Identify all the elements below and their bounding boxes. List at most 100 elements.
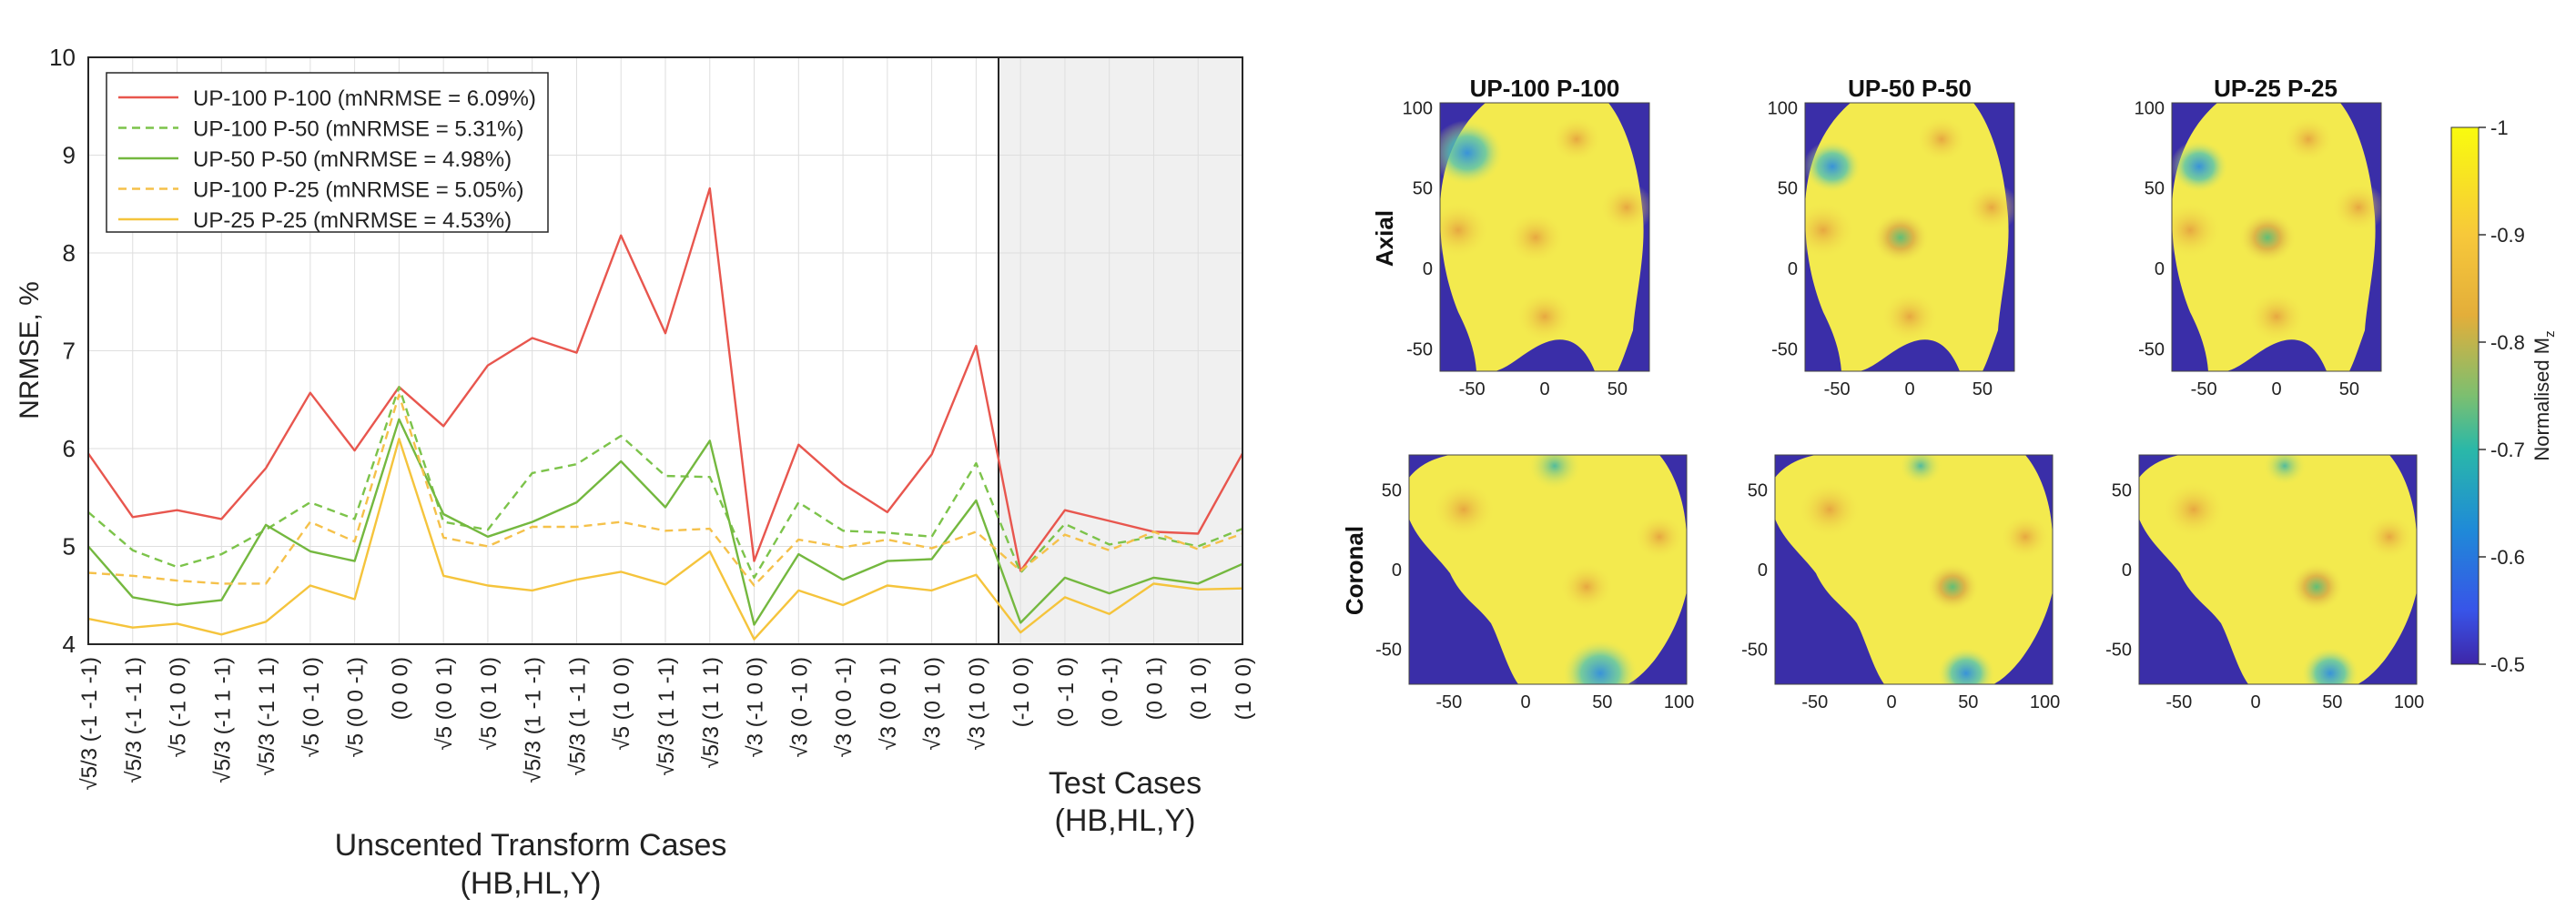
row-label-axial: Axial xyxy=(1371,210,1398,267)
x-tick-label: √5 (1 0 0) xyxy=(610,657,634,751)
y-tick-label: 9 xyxy=(63,142,76,169)
back-spot xyxy=(2364,513,2415,560)
x-axis-label-test: Test Cases xyxy=(1049,766,1202,801)
heatmap-x-tick: -50 xyxy=(2165,692,2192,712)
heatmap-y-tick: 0 xyxy=(1788,259,1798,279)
x-tick-label: (0 0 0) xyxy=(388,657,412,720)
series-line-3 xyxy=(87,418,1243,626)
heatmap-x-tick: 50 xyxy=(2339,379,2359,399)
legend-entry-1: UP-100 P-100 (mNRMSE = 6.09%) xyxy=(193,86,536,111)
x-tick-label: (-1 0 0) xyxy=(1009,657,1034,727)
center-spot xyxy=(1925,562,1980,611)
axial-brain xyxy=(1440,103,1649,371)
back-spot xyxy=(1634,513,1685,560)
top-spot xyxy=(1916,116,1967,163)
y-axis-label: NRMSE, % xyxy=(15,281,45,419)
heatmap-y-tick: 50 xyxy=(2145,179,2165,199)
side-spot xyxy=(1805,201,1855,259)
y-tick-label: 5 xyxy=(63,533,76,560)
coronal-panel-3: -50 0 50 100 50 0 -50 xyxy=(2105,454,2424,712)
column-title-1: UP-100 P-100 xyxy=(1470,75,1620,102)
x-tick-label: √5 (0 1 0) xyxy=(477,657,502,751)
colorbar-tick-label: -0.5 xyxy=(2490,653,2525,676)
series-line-5 xyxy=(87,438,1243,641)
x-tick-label: √5/3 (1 1 -1) xyxy=(654,657,679,776)
top-spot xyxy=(1899,455,1942,486)
heatmap-x-tick: 0 xyxy=(1539,379,1549,399)
x-axis-label-main-sub: (HB,HL,Y) xyxy=(461,866,602,901)
bottom-spot xyxy=(2247,290,2306,343)
x-tick-label: √3 (0 -1 0) xyxy=(787,657,812,758)
x-axis: √5/3 (-1 -1 -1) √5/3 (-1 -1 1) √5 (-1 0 0)… xyxy=(77,657,1256,791)
axial-frame xyxy=(2171,102,2382,372)
x-tick-label: √3 (-1 0 0) xyxy=(744,657,768,758)
colorbar-tick-label: -0.8 xyxy=(2490,331,2525,354)
heatmap-y-tick: 0 xyxy=(1392,560,1402,581)
x-tick-label: √5/3 (-1 -1 -1) xyxy=(77,657,102,791)
heatmap-y-tick: 50 xyxy=(1778,179,1798,199)
legend-entry-3: UP-50 P-50 (mNRMSE = 4.98%) xyxy=(193,147,512,172)
heatmap-x-tick: 50 xyxy=(1973,379,1993,399)
mz-heatmap-grid: UP-100 P-100 UP-50 P-50 UP-25 P-25 Axial… xyxy=(1341,75,2558,712)
top-spot xyxy=(1551,116,1602,163)
coronal-panel-1: -50 0 50 100 50 0 -50 xyxy=(1375,454,1694,712)
front-spot xyxy=(1798,480,1861,539)
x-tick-label: √5/3 (1 -1 1) xyxy=(565,657,590,776)
coronal-row: -50 0 50 100 50 0 -50 -50 0 50 100 50 0 -50 -50 0 50 100 5… xyxy=(1375,454,2424,712)
heatmap-x-tick: 0 xyxy=(1887,692,1897,712)
colorbar-ticks: -1 -0.9 -0.8 -0.7 -0.6 -0.5 xyxy=(2479,116,2525,676)
center-spot xyxy=(2238,211,2297,264)
y-tick-label: 4 xyxy=(63,631,76,658)
x-tick-label: √5 (0 0 1) xyxy=(432,657,457,751)
x-tick-label: (0 0 -1) xyxy=(1099,657,1123,727)
heatmap-y-tick: -50 xyxy=(2105,641,2132,661)
axial-brain xyxy=(1805,103,2014,371)
side-spot xyxy=(1599,183,1649,232)
heatmap-x-tick: 0 xyxy=(2251,692,2261,712)
colorbar: -1 -0.9 -0.8 -0.7 -0.6 -0.5 Normalised Mz xyxy=(2450,116,2558,676)
coronal-frame xyxy=(1774,454,2054,685)
x-axis-label-main: Unscented Transform Cases xyxy=(335,828,727,863)
series-line-1 xyxy=(87,187,1244,572)
center-spot xyxy=(1871,211,1930,264)
x-tick-label: √3 (0 1 0) xyxy=(921,657,946,751)
heatmap-y-tick: 0 xyxy=(2122,560,2132,581)
heatmap-y-tick: -50 xyxy=(2138,339,2165,359)
x-axis-label-test-sub: (HB,HL,Y) xyxy=(1055,803,1196,838)
colorbar-gradient xyxy=(2450,126,2480,665)
bottom-spot xyxy=(1562,639,1638,684)
legend: UP-100 P-100 (mNRMSE = 6.09%) UP-100 P-50… xyxy=(106,72,549,233)
series-line-4 xyxy=(87,393,1243,587)
coronal-panel-2: -50 0 50 100 50 0 -50 xyxy=(1741,454,2060,712)
y-tick-label: 10 xyxy=(49,44,76,71)
legend-entry-2: UP-100 P-50 (mNRMSE = 5.31%) xyxy=(193,117,523,142)
series-line-2 xyxy=(87,386,1243,580)
side-spot xyxy=(2331,183,2381,232)
x-tick-label: √5 (0 -1 0) xyxy=(299,657,324,758)
heatmap-x-tick: -50 xyxy=(1801,692,1828,712)
x-tick-label: √5/3 (1 1 1) xyxy=(699,657,724,769)
side-spot xyxy=(1440,201,1490,259)
heatmap-x-tick: -50 xyxy=(1824,379,1851,399)
heatmap-y-tick: 0 xyxy=(1758,560,1768,581)
heatmap-y-tick: -50 xyxy=(1406,339,1433,359)
heatmap-y-tick: -50 xyxy=(1375,641,1402,661)
heatmap-y-tick: 50 xyxy=(2112,481,2132,501)
coronal-brain xyxy=(1409,455,1687,684)
series-layer xyxy=(87,187,1244,641)
x-tick-label: √3 (0 0 -1) xyxy=(832,657,857,758)
row-label-coronal: Coronal xyxy=(1341,526,1368,615)
heatmap-x-tick: 50 xyxy=(1958,692,1978,712)
x-tick-label: √3 (1 0 0) xyxy=(965,657,989,751)
heatmap-x-tick: -50 xyxy=(1435,692,1462,712)
y-tick-label: 7 xyxy=(63,338,76,365)
heatmap-y-tick: 0 xyxy=(2155,259,2165,279)
x-tick-label: √5/3 (-1 1 1) xyxy=(255,657,279,776)
coronal-brain xyxy=(2139,455,2417,684)
heatmap-x-tick: 100 xyxy=(1664,692,1694,712)
coronal-frame xyxy=(2138,454,2418,685)
heatmap-x-tick: 100 xyxy=(2394,692,2424,712)
bottom-spot xyxy=(1937,647,1995,684)
